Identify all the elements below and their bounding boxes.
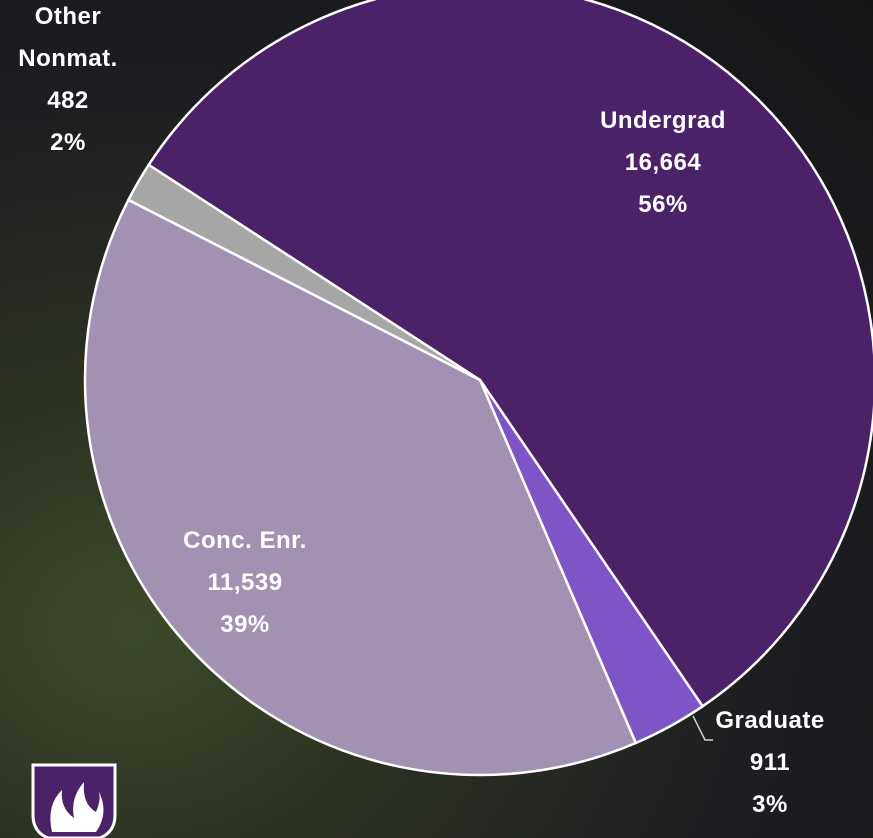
percent-label: 56%: [583, 184, 743, 226]
percent-label: 39%: [150, 604, 340, 646]
value-label: 16,664: [583, 142, 743, 184]
category-label: Graduate: [690, 700, 850, 742]
value-label: 11,539: [150, 562, 340, 604]
slide: Undergrad16,66456% Graduate9113% Conc. Enr…: [0, 0, 873, 838]
logo: [33, 765, 115, 838]
percent-label: 3%: [690, 784, 850, 826]
value-label: 911: [690, 742, 850, 784]
percent-label: 2%: [0, 122, 136, 164]
category-label: Undergrad: [583, 100, 743, 142]
value-label: 482: [0, 80, 136, 122]
category-label: Conc. Enr.: [150, 520, 340, 562]
category-label: Other Nonmat.: [0, 0, 136, 80]
